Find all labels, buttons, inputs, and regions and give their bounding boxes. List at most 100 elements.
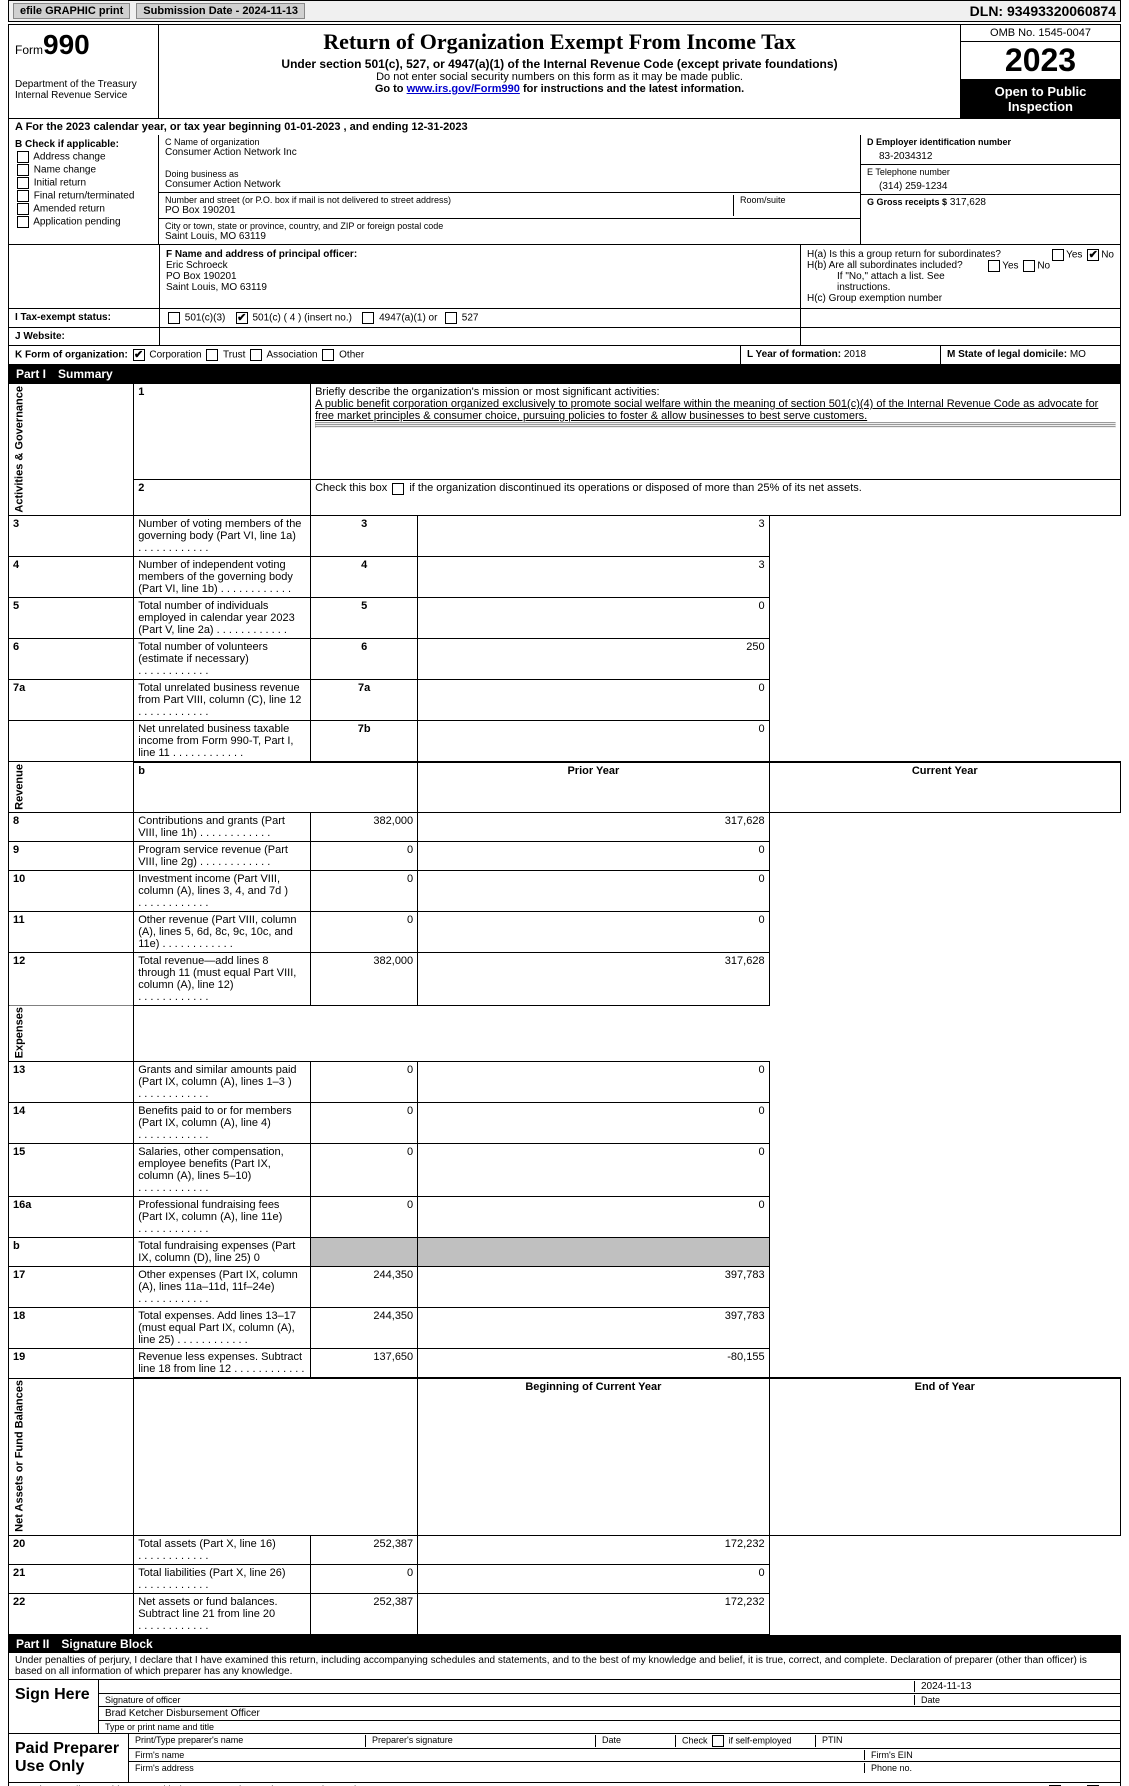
part-1-header: Part I Summary: [8, 365, 1121, 383]
discuss-row: May the IRS discuss this return with the…: [8, 1783, 1121, 1786]
paid-preparer-block: Paid Preparer Use Only Print/Type prepar…: [8, 1734, 1121, 1783]
part-1-title: Part I: [16, 367, 46, 381]
firm-ein-label: Firm's EIN: [864, 1750, 1114, 1760]
vlabel-exp: Expenses: [9, 1005, 134, 1061]
h-a-no[interactable]: [1087, 249, 1099, 261]
chk-501c[interactable]: [236, 312, 248, 324]
hdr-beginning-year: Beginning of Current Year: [418, 1378, 769, 1535]
chk-address-change[interactable]: Address change: [15, 151, 152, 163]
form-number: 990: [43, 29, 90, 60]
state-domicile-value: MO: [1070, 349, 1086, 360]
chk-amended-return[interactable]: Amended return: [15, 203, 152, 215]
room-label: Room/suite: [740, 195, 854, 205]
state-domicile-label: M State of legal domicile:: [947, 349, 1067, 360]
form-title: Return of Organization Exempt From Incom…: [167, 29, 952, 55]
org-info-block: B Check if applicable: Address change Na…: [8, 135, 1121, 245]
table-row: 7aTotal unrelated business revenue from …: [9, 679, 1121, 720]
form-subtitle-1: Under section 501(c), 527, or 4947(a)(1)…: [167, 57, 952, 71]
sign-here-label: Sign Here: [9, 1680, 99, 1733]
part-2-header: Part II Signature Block: [8, 1635, 1121, 1653]
h-b-no[interactable]: [1023, 260, 1035, 272]
chk-4947[interactable]: [362, 312, 374, 324]
website-value: [159, 328, 800, 345]
ein-label: D Employer identification number: [867, 137, 1114, 147]
website-label: J Website:: [9, 328, 159, 345]
prep-check-label: Check if self-employed: [675, 1735, 815, 1747]
table-row: 11Other revenue (Part VIII, column (A), …: [9, 911, 1121, 952]
prep-name-label: Print/Type preparer's name: [135, 1735, 365, 1747]
table-row: 17Other expenses (Part IX, column (A), l…: [9, 1267, 1121, 1308]
status-row: I Tax-exempt status: 501(c)(3) 501(c) ( …: [8, 309, 1121, 328]
chk-trust[interactable]: [206, 349, 218, 361]
org-name: Consumer Action Network Inc: [165, 147, 854, 158]
chk-self-employed[interactable]: [712, 1735, 724, 1747]
declaration-text: Under penalties of perjury, I declare th…: [8, 1653, 1121, 1680]
h-b-label: H(b) Are all subordinates included?: [807, 260, 963, 271]
table-row: 6Total number of volunteers (estimate if…: [9, 638, 1121, 679]
q2-text: Check this box if the organization disco…: [311, 480, 1121, 515]
hdr-current-year: Current Year: [769, 762, 1120, 813]
dept-label: Department of the Treasury Internal Reve…: [15, 79, 152, 101]
table-row: 22Net assets or fund balances. Subtract …: [9, 1593, 1121, 1634]
form-subtitle-2: Do not enter social security numbers on …: [167, 71, 952, 83]
chk-association[interactable]: [250, 349, 262, 361]
prep-sig-label: Preparer's signature: [365, 1735, 595, 1747]
col-b-title: B Check if applicable:: [15, 139, 119, 150]
h-a-yes[interactable]: [1052, 249, 1064, 261]
chk-501c3[interactable]: [168, 312, 180, 324]
h-b-yes[interactable]: [988, 260, 1000, 272]
officer-label: F Name and address of principal officer:: [166, 249, 794, 260]
form-header: Form990 Department of the Treasury Inter…: [8, 24, 1121, 119]
chk-other[interactable]: [322, 349, 334, 361]
table-row: 20Total assets (Part X, line 16) 252,387…: [9, 1535, 1121, 1564]
korg-row: K Form of organization: Corporation Trus…: [8, 346, 1121, 365]
efile-print-button[interactable]: efile GRAPHIC print: [13, 3, 130, 19]
gross-value: 317,628: [950, 197, 986, 208]
city-value: Saint Louis, MO 63119: [165, 231, 854, 242]
chk-527[interactable]: [445, 312, 457, 324]
phone-label: Phone no.: [864, 1763, 1114, 1773]
table-row: 9Program service revenue (Part VIII, lin…: [9, 841, 1121, 870]
goto-pre: Go to: [375, 83, 407, 95]
line-a-period: A For the 2023 calendar year, or tax yea…: [8, 119, 1121, 135]
h-a-label: H(a) Is this a group return for subordin…: [807, 249, 1001, 260]
firm-name-label: Firm's name: [135, 1750, 864, 1760]
chk-name-change[interactable]: Name change: [15, 164, 152, 176]
chk-final-return[interactable]: Final return/terminated: [15, 190, 152, 202]
vlabel-net: Net Assets or Fund Balances: [9, 1378, 134, 1535]
street-value: PO Box 190201: [165, 205, 733, 216]
dba-value: Consumer Action Network: [165, 179, 854, 190]
officer-h-block: F Name and address of principal officer:…: [8, 245, 1121, 309]
table-row: bTotal fundraising expenses (Part IX, co…: [9, 1238, 1121, 1267]
chk-initial-return[interactable]: Initial return: [15, 177, 152, 189]
ein-value: 83-2034312: [867, 147, 1114, 162]
year-formation-value: 2018: [844, 349, 866, 360]
chk-discontinued[interactable]: [392, 483, 404, 495]
chk-application-pending[interactable]: Application pending: [15, 216, 152, 228]
prep-date-label: Date: [595, 1735, 675, 1747]
officer-street: PO Box 190201: [166, 271, 794, 282]
h-c-row: H(c) Group exemption number: [807, 293, 1114, 304]
goto-post: for instructions and the latest informat…: [520, 83, 744, 95]
discuss-yes[interactable]: [1049, 1785, 1061, 1786]
chk-corporation[interactable]: [133, 349, 145, 361]
col-b-checks: B Check if applicable: Address change Na…: [9, 135, 159, 244]
tel-label: E Telephone number: [867, 167, 1114, 177]
irs-link[interactable]: www.irs.gov/Form990: [407, 83, 520, 95]
officer-printed-name: Brad Ketcher Disbursement Officer: [105, 1708, 1114, 1719]
type-name-label: Type or print name and title: [105, 1722, 1114, 1732]
table-row: 21Total liabilities (Part X, line 26) 00: [9, 1564, 1121, 1593]
dln-label: DLN: 93493320060874: [970, 3, 1116, 19]
part-1-subtitle: Summary: [58, 367, 113, 381]
ptin-label: PTIN: [815, 1735, 1114, 1747]
table-row: 3Number of voting members of the governi…: [9, 515, 1121, 556]
submission-date-button[interactable]: Submission Date - 2024-11-13: [136, 3, 305, 19]
table-row: 15Salaries, other compensation, employee…: [9, 1144, 1121, 1197]
gross-label: G Gross receipts $: [867, 197, 947, 207]
table-row: 12Total revenue—add lines 8 through 11 (…: [9, 952, 1121, 1005]
h-a-row: H(a) Is this a group return for subordin…: [807, 249, 1114, 260]
form-subtitle-3: Go to www.irs.gov/Form990 for instructio…: [167, 83, 952, 95]
part-2-subtitle: Signature Block: [61, 1637, 152, 1651]
discuss-no[interactable]: [1087, 1785, 1099, 1786]
form-label: Form: [15, 43, 43, 57]
